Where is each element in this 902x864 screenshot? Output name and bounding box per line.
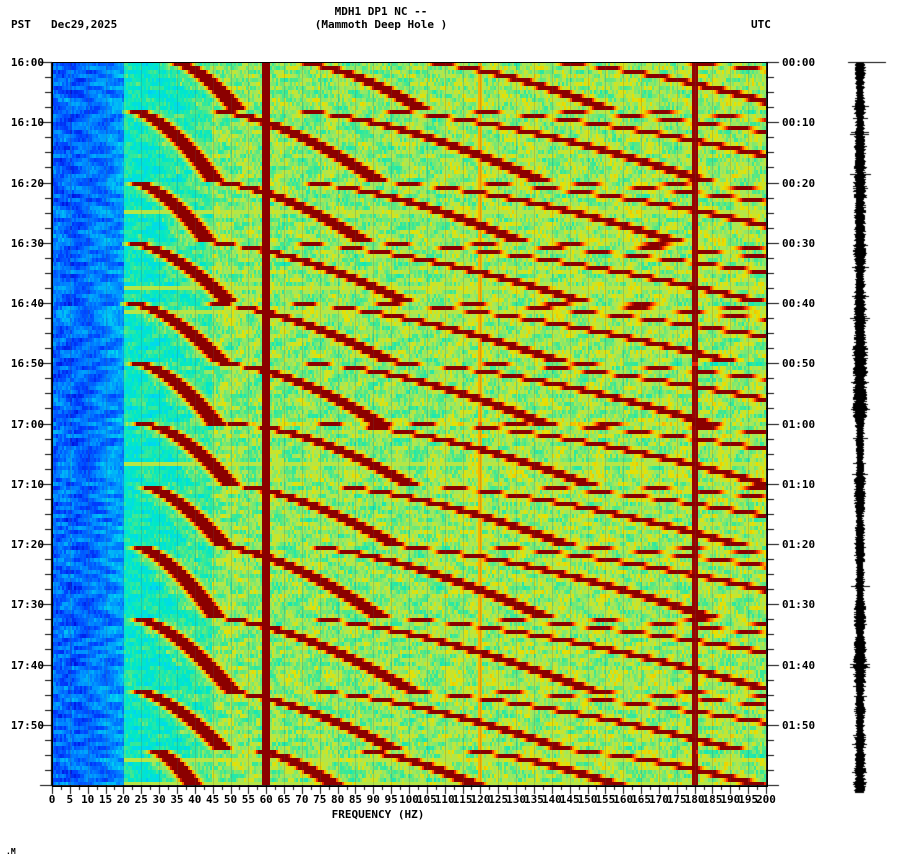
y-axis-left-label: 16:30 bbox=[10, 236, 44, 250]
x-axis-tick-label: 55 bbox=[241, 793, 255, 806]
y-axis-right-label: 01:30 bbox=[782, 598, 816, 612]
x-axis-tick-label: 60 bbox=[259, 793, 273, 806]
y-axis-right-label: 01:40 bbox=[782, 658, 816, 672]
x-axis-tick-label: 40 bbox=[188, 793, 202, 806]
x-axis-tick-label: 85 bbox=[348, 793, 363, 806]
x-axis-tick-label: 50 bbox=[223, 793, 238, 806]
y-axis-left-label: 16:20 bbox=[10, 176, 44, 190]
x-axis-tick-label: 155 bbox=[595, 793, 616, 806]
y-axis-left-label: 16:10 bbox=[10, 116, 44, 130]
x-axis-tick-label: 190 bbox=[720, 793, 741, 806]
x-axis-tick-label: 195 bbox=[738, 793, 759, 806]
x-axis-title: FREQUENCY (HZ) bbox=[331, 808, 425, 821]
x-axis-tick-label: 130 bbox=[506, 793, 527, 806]
spectrogram-plot[interactable] bbox=[52, 62, 766, 785]
y-axis-right-label: 00:10 bbox=[782, 116, 816, 130]
y-axis-left-label: 16:50 bbox=[10, 357, 44, 371]
y-axis-right-label: 00:30 bbox=[782, 236, 816, 250]
x-axis-tick-label: 170 bbox=[648, 793, 669, 806]
timezone-left-label: PST bbox=[11, 18, 31, 31]
x-axis-tick-label: 10 bbox=[81, 793, 95, 806]
x-axis-tick-label: 90 bbox=[366, 793, 380, 806]
station-subtitle: (Mammoth Deep Hole ) bbox=[314, 18, 448, 31]
x-axis-tick-label: 145 bbox=[559, 793, 580, 806]
x-axis-tick-label: 0 bbox=[48, 793, 56, 806]
date-label: Dec29,2025 bbox=[51, 18, 118, 31]
y-axis-left-label: 17:00 bbox=[10, 417, 44, 431]
x-axis-tick-label: 160 bbox=[613, 793, 634, 806]
x-axis-tick-label: 30 bbox=[152, 793, 166, 806]
y-axis-right-label: 01:20 bbox=[782, 538, 816, 551]
y-axis-right-label: 01:10 bbox=[782, 477, 816, 491]
y-axis-right-label: 00:40 bbox=[782, 297, 816, 310]
y-axis-left-label: 17:10 bbox=[10, 477, 44, 491]
timezone-right-label: UTC bbox=[751, 18, 771, 31]
x-axis-tick-label: 45 bbox=[206, 793, 220, 806]
x-axis-tick-label: 75 bbox=[313, 793, 327, 806]
x-axis-tick-label: 70 bbox=[295, 793, 309, 806]
x-axis-tick-label: 125 bbox=[488, 793, 509, 806]
station-title: MDH1 DP1 NC -- bbox=[334, 5, 428, 18]
y-axis-right-label: 00:50 bbox=[782, 357, 816, 371]
y-axis-left-ticks bbox=[0, 52, 52, 797]
x-axis-tick-label: 200 bbox=[756, 793, 776, 806]
x-axis-tick-label: 150 bbox=[577, 793, 598, 806]
x-axis-tick-label: 80 bbox=[330, 793, 345, 806]
y-axis-right-ticks bbox=[766, 52, 786, 797]
x-axis-ticks bbox=[42, 785, 782, 797]
amplitude-trace-canvas bbox=[840, 58, 896, 798]
spectrogram-canvas[interactable] bbox=[52, 62, 766, 785]
x-axis-tick-label: 35 bbox=[170, 793, 184, 806]
x-axis-tick-label: 95 bbox=[384, 793, 398, 806]
x-axis-tick-label: 5 bbox=[66, 793, 74, 806]
x-axis-tick-label: 165 bbox=[631, 793, 651, 806]
x-axis-tick-label: 110 bbox=[434, 793, 455, 806]
y-axis-left-label: 16:00 bbox=[10, 56, 44, 69]
x-axis-tick-label: 105 bbox=[416, 793, 437, 806]
y-axis-right-label: 00:00 bbox=[782, 56, 816, 69]
x-axis-tick-label: 65 bbox=[277, 793, 291, 806]
x-axis-tick-label: 135 bbox=[524, 793, 544, 806]
x-axis-tick-label: 115 bbox=[452, 793, 473, 806]
y-axis-left-label: 16:40 bbox=[10, 297, 44, 310]
x-axis-tick-label: 120 bbox=[470, 793, 491, 806]
y-axis-right-label: 00:20 bbox=[782, 176, 816, 190]
y-axis-right-label: 01:00 bbox=[782, 417, 816, 431]
x-axis-tick-label: 180 bbox=[684, 793, 705, 806]
y-axis-left-label: 17:40 bbox=[10, 658, 44, 672]
y-axis-left-label: 17:50 bbox=[10, 718, 44, 732]
x-axis-tick-label: 185 bbox=[702, 793, 723, 806]
y-axis-right-label: 01:50 bbox=[782, 718, 816, 732]
x-axis-tick-label: 25 bbox=[134, 793, 148, 806]
corner-artifact-mark: .M bbox=[6, 847, 16, 856]
x-axis-tick-label: 175 bbox=[666, 793, 687, 806]
y-axis-left-label: 17:20 bbox=[10, 538, 44, 551]
y-axis-left-label: 17:30 bbox=[10, 598, 44, 612]
x-axis-tick-label: 100 bbox=[399, 793, 419, 806]
x-axis-tick-label: 15 bbox=[98, 793, 113, 806]
x-axis-tick-label: 140 bbox=[541, 793, 562, 806]
x-axis-tick-label: 20 bbox=[116, 793, 131, 806]
